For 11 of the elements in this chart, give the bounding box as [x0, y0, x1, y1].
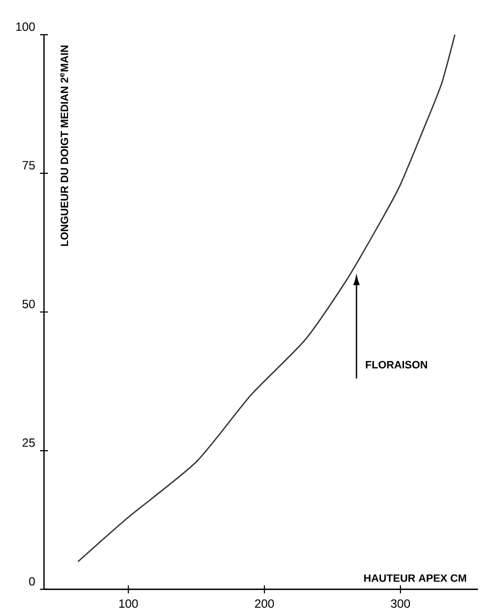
x-axis-title: HAUTEUR APEX CM: [364, 574, 466, 582]
y-tick-label: 50: [22, 300, 35, 308]
x-tick-label: 200: [255, 599, 274, 608]
y-tick-label: 75: [22, 161, 35, 170]
y-tick-label: 100: [16, 22, 35, 31]
y-axis-title: LONGUEUR DU DOIGT MEDIAN 2$^{e}$MAIN: [60, 46, 68, 246]
y-tick-label: 25: [22, 438, 35, 447]
annotation: FLORAISON: [366, 360, 428, 368]
x-tick-label: 100: [119, 599, 138, 608]
y-tick-label: 0: [29, 577, 35, 586]
x-tick-label: 300: [390, 599, 410, 608]
